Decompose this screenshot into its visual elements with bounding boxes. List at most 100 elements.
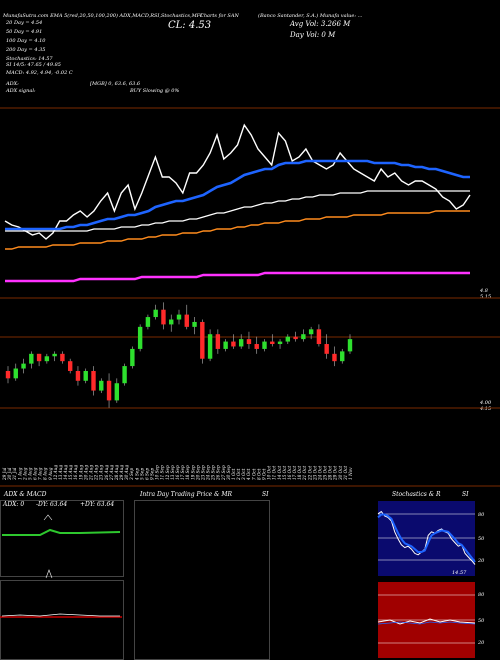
candle-body (137, 326, 143, 349)
adx-cross-marker (43, 514, 53, 521)
candle-body (176, 314, 182, 320)
adx-signal-label: ADX signal: (6, 88, 36, 94)
date-tick-label: 3 Oct (241, 468, 246, 480)
ema200-label: 200 Day = 4.35 (6, 47, 46, 53)
date-tick-label: 3 Sep (129, 468, 134, 480)
date-tick-label: 2 Aug (22, 467, 27, 481)
date-tick-label: 6 Aug (33, 467, 38, 480)
stoch-lines (377, 510, 476, 565)
candle-body (91, 370, 96, 391)
rsi-line (377, 618, 476, 625)
candle-body (44, 356, 50, 362)
candle-body (161, 309, 166, 325)
candle-body (130, 348, 135, 367)
price-axis-bottom2: 4.15 (480, 406, 492, 412)
candle-body (99, 380, 104, 391)
stoch-tick-80: 80 (478, 512, 485, 518)
date-tick-label: 28 Aug (114, 465, 119, 481)
date-tick-label: 23 Aug (99, 465, 104, 481)
candle-body (270, 341, 275, 345)
candle-body (316, 329, 322, 345)
day-volume: Day Vol: 0 M (290, 31, 336, 39)
date-tick-label: 29 Oct (333, 466, 338, 481)
date-tick-label: 23 Oct (312, 466, 317, 481)
stochastics-value: Stochastics: 14.57 (6, 56, 53, 62)
adx-line (2, 528, 121, 536)
candle-body (60, 353, 65, 362)
stoch-d-line (377, 513, 476, 563)
macd-line (1, 613, 120, 617)
date-tick-label: 1 Nov (348, 467, 353, 480)
candle-body (246, 339, 252, 345)
date-tick-label: 13 Aug (58, 465, 63, 480)
date-tick-label: 22 Oct (307, 466, 312, 481)
candle-body (83, 370, 88, 381)
candle-body (301, 334, 306, 340)
rsi-value: SI 14/5: 47.65 / 49.85 (6, 62, 61, 68)
date-tick-label: 1 Oct (231, 468, 236, 480)
date-tick-label: 25 Oct (323, 466, 328, 481)
ema50-label: 50 Day = 4.91 (6, 29, 43, 35)
date-tick-label: 30 Aug (124, 465, 129, 480)
price-axis-top: 4.8 (480, 288, 488, 294)
candle-body (223, 341, 228, 349)
adx-macd-title: ADX & MACD (4, 491, 47, 498)
candles (5, 302, 353, 408)
ema20-label: 20 Day = 4.54 (6, 20, 43, 26)
date-tick-label: 17 Sep (180, 465, 185, 480)
si-title: SI (262, 491, 269, 498)
date-tick-label: 9 Oct (262, 468, 267, 480)
candle-body (200, 321, 205, 359)
date-tick-label: 29 Jul (2, 467, 7, 481)
candle-body (207, 334, 213, 359)
adx-panel (0, 500, 124, 577)
candle-body (231, 341, 236, 347)
date-tick-label: 31 Jul (12, 467, 17, 480)
candle-body (192, 321, 197, 327)
adx-values: [MGB] 0, 63.6, 63.6 (90, 81, 141, 87)
close-label: CL: 4.53 (168, 20, 212, 31)
date-tick-label: 8 Aug (43, 467, 48, 480)
date-tick-label: 14 Oct (277, 466, 282, 480)
date-tick-label: 5 Sep (139, 468, 144, 480)
date-tick-label: 2 Oct (236, 468, 241, 481)
date-tick-label: 22 Aug (94, 465, 99, 481)
date-tick-label: 10 Sep (155, 465, 160, 480)
date-tick-label: 4 Oct (246, 468, 251, 481)
date-tick-label: 11 Sep (160, 465, 165, 480)
macd-value: MACD: 4.92, 4.94, -0.02 C (6, 70, 73, 76)
stoch-k-line (377, 510, 476, 565)
date-tick-label: 21 Aug (89, 465, 94, 481)
date-tick-label: 20 Aug (83, 465, 88, 481)
rsi-tick-20: 20 (478, 640, 485, 646)
stoch-title: Stochastics & R (392, 491, 441, 498)
candle-body (340, 351, 345, 362)
avg-volume: Avg Vol: 3.266 M (290, 20, 351, 28)
date-tick-label: 26 Sep (216, 465, 221, 481)
date-tick-label: 5 Aug (27, 467, 32, 480)
candle-body (106, 380, 112, 401)
adx-label: ADX: (6, 81, 19, 87)
intraday-title: Intra Day Trading Price & MR (140, 491, 233, 498)
rsi-tick-80: 80 (478, 592, 485, 598)
candle-body (75, 370, 81, 381)
candle-body (285, 336, 291, 342)
candle-body (324, 344, 329, 354)
candle-body (21, 363, 26, 369)
date-tick-label: 16 Aug (73, 465, 78, 480)
candle-body (169, 319, 174, 325)
date-tick-label: 23 Sep (200, 465, 205, 481)
date-tick-label: 9 Sep (150, 468, 155, 480)
charts-title: Charts for SAN (200, 13, 239, 19)
candle-body (13, 368, 18, 379)
date-tick-label: 7 Aug (38, 467, 43, 480)
price-axis-top2: 5.15 (480, 294, 492, 300)
rsi-ma-line (377, 621, 476, 625)
candle-body (5, 370, 11, 379)
date-tick-label: 1 Aug (17, 467, 22, 480)
candle-body (29, 353, 34, 364)
date-tick-label: 18 Sep (185, 465, 190, 480)
date-tick-label: 19 Aug (78, 465, 83, 480)
